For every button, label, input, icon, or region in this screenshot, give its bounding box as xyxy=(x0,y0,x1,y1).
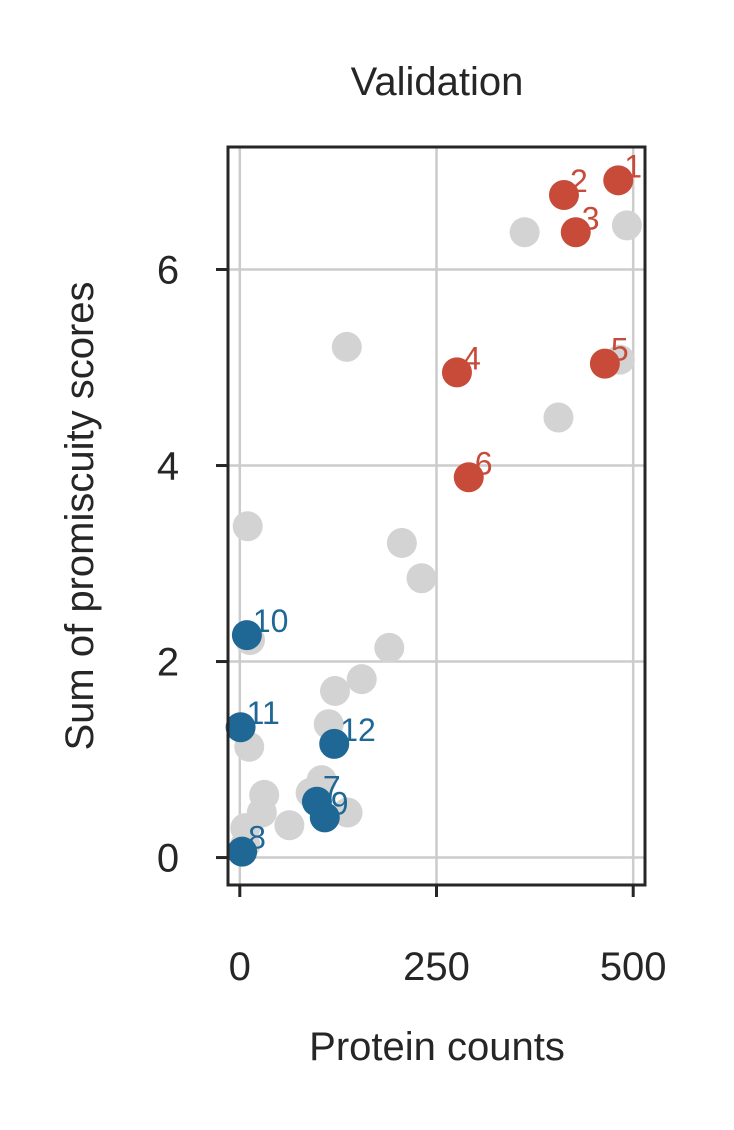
point-label: 11 xyxy=(247,695,280,731)
background-point xyxy=(320,675,351,706)
point-label: 7 xyxy=(323,770,341,806)
grid-lines xyxy=(228,147,645,885)
high-point xyxy=(453,462,484,493)
x-axis-label: Protein counts xyxy=(309,1025,565,1069)
point-label: 1 xyxy=(624,148,642,184)
plot-frame xyxy=(226,145,647,887)
high-point xyxy=(548,180,579,211)
low-point xyxy=(225,712,256,743)
chart-title: Validation xyxy=(351,60,524,104)
y-tick-label: 6 xyxy=(157,249,179,293)
background-point xyxy=(406,563,437,594)
point-label: 12 xyxy=(340,712,376,748)
point-label: 2 xyxy=(570,163,588,199)
background-point xyxy=(543,402,574,433)
y-axis-label: Sum of promiscuity scores xyxy=(58,281,102,750)
high-point xyxy=(589,348,620,379)
point-label: 3 xyxy=(582,200,600,236)
point-label: 4 xyxy=(463,340,481,376)
background-point xyxy=(331,331,362,362)
background-point xyxy=(386,527,417,558)
point-label: 6 xyxy=(475,445,493,481)
y-tick-label: 0 xyxy=(157,837,179,881)
low-point xyxy=(227,836,258,867)
point-label: 9 xyxy=(331,785,349,821)
background-point xyxy=(332,797,363,828)
background-point xyxy=(232,511,263,542)
highlighted-points xyxy=(225,165,634,867)
y-tick-label: 2 xyxy=(157,641,179,685)
low-point xyxy=(319,728,350,759)
background-point xyxy=(374,632,405,663)
background-point xyxy=(346,664,377,695)
high-point xyxy=(603,165,634,196)
point-label: 8 xyxy=(248,820,266,856)
x-tick-label: 250 xyxy=(403,945,470,989)
axis-ticks: 0 250 500 0 2 4 6 xyxy=(157,249,667,989)
x-tick-label: 0 xyxy=(229,945,251,989)
high-point xyxy=(441,357,472,388)
background-point xyxy=(509,217,540,248)
low-point xyxy=(231,620,262,651)
point-label: 5 xyxy=(611,332,629,368)
low-point xyxy=(309,802,340,833)
point-label: 10 xyxy=(253,603,289,639)
background-point xyxy=(274,810,305,841)
x-tick-label: 500 xyxy=(600,945,667,989)
y-tick-label: 4 xyxy=(157,445,179,489)
high-point xyxy=(560,217,591,248)
background-point xyxy=(611,210,642,241)
